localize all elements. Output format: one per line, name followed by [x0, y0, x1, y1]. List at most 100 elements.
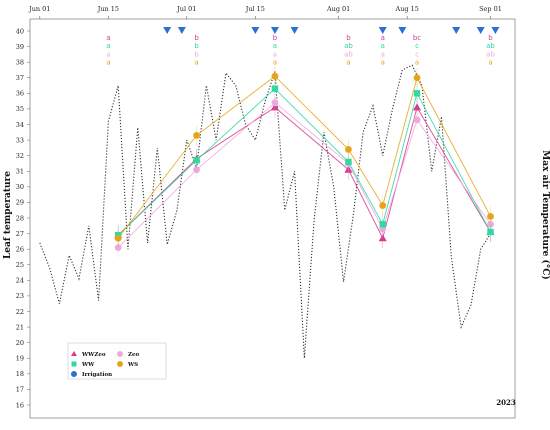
y-tick-label: 24 — [16, 277, 24, 285]
legend-marker — [71, 351, 77, 356]
significance-letter: c — [415, 42, 419, 50]
y-tick-label: 36 — [16, 90, 24, 98]
y-tick-label: 26 — [16, 245, 24, 253]
y-tick-label: 18 — [16, 370, 24, 378]
y-tick-label: 29 — [16, 199, 24, 207]
data-point-ws — [345, 146, 352, 153]
y-axis-label-right: Max air Temperature (°C) — [540, 150, 550, 279]
significance-letter: a — [488, 59, 492, 67]
irrigation-icon — [290, 27, 299, 34]
data-point-zeo — [413, 116, 421, 124]
year-label: 2023 — [496, 398, 516, 407]
y-tick-label: 21 — [16, 323, 24, 331]
x-tick-label: Jul 01 — [176, 5, 196, 13]
x-tick-label: Jun 15 — [97, 5, 119, 13]
significance-letter: a — [273, 59, 277, 67]
significance-letter: b — [194, 34, 199, 42]
significance-letter: a — [381, 34, 385, 42]
data-point-wwzeo — [413, 103, 422, 111]
significance-letter: ab — [344, 42, 353, 50]
legend-box — [67, 342, 167, 380]
data-point-ww — [271, 85, 279, 92]
significance-letter: a — [106, 34, 110, 42]
irrigation-icon — [163, 27, 172, 34]
significance-letter: b — [194, 50, 199, 58]
y-tick-label: 40 — [16, 27, 24, 35]
max-air-temperature-line — [39, 64, 491, 359]
significance-letter: ab — [486, 50, 495, 58]
legend-label: Irrigation — [82, 372, 112, 378]
y-axis-label-left: Leaf temperature — [3, 171, 13, 259]
legend-label: WW — [81, 362, 95, 368]
data-point-ws — [193, 132, 200, 139]
data-point-ww — [193, 157, 200, 164]
max-air-temperature-polyline — [39, 64, 491, 359]
plot-frame — [29, 18, 516, 419]
y-tick-label: 37 — [16, 74, 24, 82]
data-point-ws — [379, 202, 387, 209]
significance-letter: b — [488, 34, 493, 42]
significance-letter: a — [194, 59, 198, 67]
y-tick-label: 17 — [16, 386, 24, 394]
data-point-ws — [487, 213, 494, 220]
data-point-zeo — [271, 99, 279, 107]
significance-letter: ab — [344, 50, 353, 58]
significance-letter: b — [273, 34, 278, 42]
significance-letter: a — [106, 59, 110, 67]
significance-letter: a — [346, 59, 350, 67]
significance-letter: a — [381, 59, 385, 67]
y-tick-label: 28 — [16, 214, 24, 222]
x-tick-label: Aug 15 — [395, 5, 419, 13]
y-tick-label: 22 — [16, 308, 24, 316]
irrigation-icon — [378, 27, 387, 34]
significance-letter: a — [106, 42, 110, 50]
x-axis-ticks: Jun 01 Jun 15 Jul 01 Jul 15 Aug 01 Aug 15 Sep … — [28, 5, 502, 19]
data-point-ww — [345, 158, 352, 166]
x-tick-label: Jun 01 — [28, 5, 50, 13]
significance-letter: a — [106, 50, 110, 58]
data-point-ww — [379, 221, 386, 228]
significance-letter: a — [415, 59, 419, 67]
significance-letter: b — [346, 34, 351, 42]
irrigation-icon — [452, 27, 461, 34]
y-tick-label: 30 — [16, 183, 24, 191]
data-point-ws — [413, 74, 421, 82]
irrigation-icon — [398, 27, 407, 34]
irrigation-icon — [251, 27, 260, 34]
data-point-ws — [114, 234, 122, 242]
data-point-ww — [413, 90, 421, 97]
y-tick-label: 20 — [16, 339, 24, 347]
irrigation-icon — [476, 27, 485, 34]
legend: WWZeo WW Irrigation Zeo WS — [67, 342, 167, 380]
y-tick-label: 32 — [16, 152, 24, 160]
significance-letter: a — [381, 42, 385, 50]
irrigation-markers — [163, 27, 500, 34]
series-markers — [114, 66, 495, 258]
y-tick-label: 34 — [16, 121, 24, 129]
y-tick-label: 31 — [16, 168, 24, 176]
x-tick-label: Aug 01 — [326, 5, 350, 13]
significance-letter: b — [194, 42, 199, 50]
legend-marker — [117, 351, 123, 357]
legend-label: WS — [127, 362, 138, 368]
y-tick-label: 23 — [16, 292, 24, 300]
x-tick-label: Jul 15 — [245, 5, 265, 13]
significance-letter: bc — [413, 34, 421, 42]
legend-label: Zeo — [128, 352, 140, 358]
legend-label: WWZeo — [81, 352, 106, 358]
x-tick-label: Sep 01 — [479, 5, 502, 13]
significance-letter: a — [381, 50, 385, 58]
y-tick-label: 27 — [16, 230, 24, 238]
legend-marker — [117, 361, 123, 367]
irrigation-icon — [491, 27, 500, 34]
irrigation-icon — [177, 27, 186, 34]
significance-letter: ab — [486, 42, 495, 50]
data-point-ws — [271, 72, 279, 80]
significance-letter: a — [273, 50, 277, 58]
y-tick-label: 19 — [16, 355, 24, 363]
y-axis-ticks: 16 17 18 19 20 21 22 23 24 25 26 27 28 29 30 31 32 33 34 35… — [16, 27, 30, 409]
significance-letter: a — [273, 42, 277, 50]
y-tick-label: 33 — [16, 136, 24, 144]
